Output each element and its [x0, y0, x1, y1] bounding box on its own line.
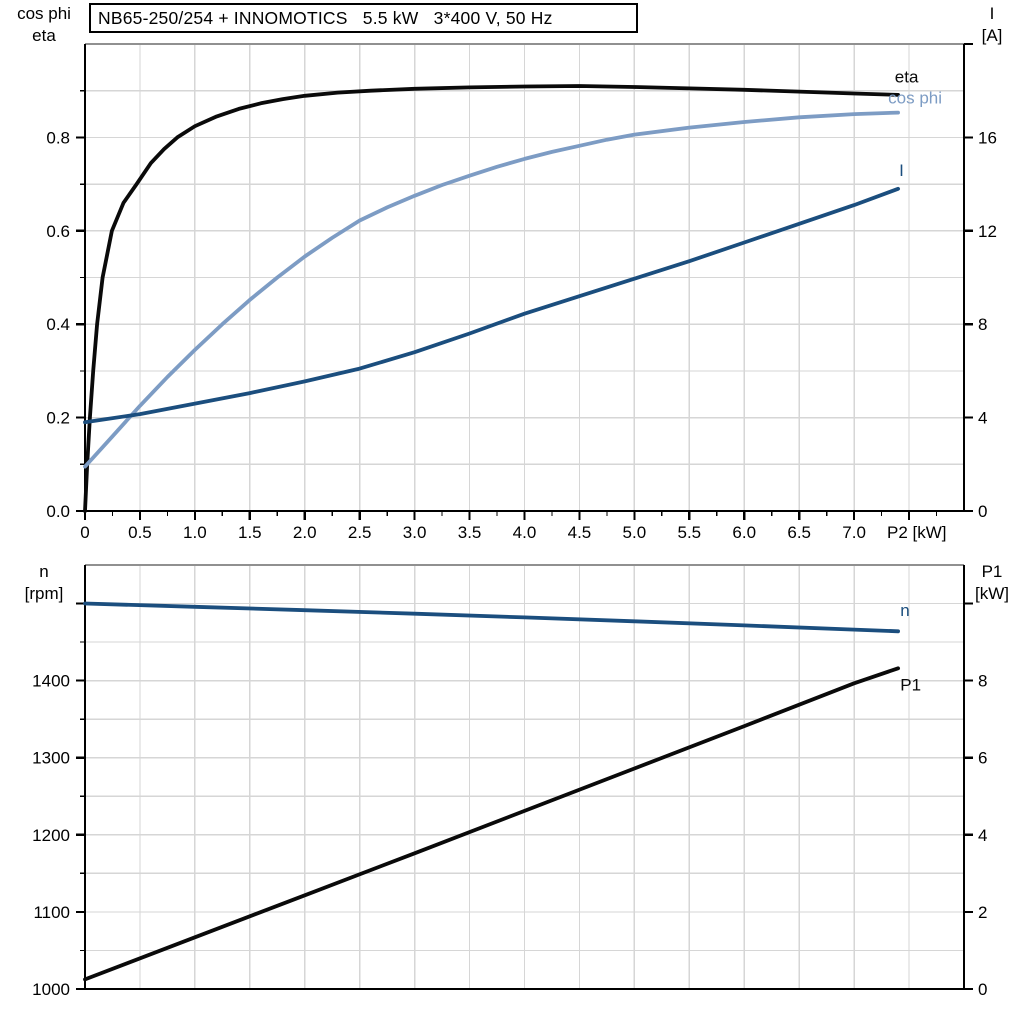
- left-axis-tick-label: 0.8: [46, 128, 70, 147]
- axis-title-current-unit: [A]: [981, 26, 1003, 45]
- curve-I: [83, 186, 900, 425]
- right-axis-tick-label: 2: [978, 903, 987, 922]
- x-axis-tick-label: 3.5: [458, 523, 482, 542]
- curve-n: [83, 601, 900, 634]
- left-axis-tick-label: 0.6: [46, 222, 70, 241]
- chart-title-box: NB65-250/254 + INNOMOTICS 5.5 kW 3*400 V…: [89, 3, 638, 33]
- right-axis-tick-label: 16: [978, 128, 997, 147]
- x-axis-tick-label: 2.0: [293, 523, 317, 542]
- right-axis-tick-label: 0: [978, 502, 987, 521]
- axis-title-cos-phi: cos phi: [17, 4, 71, 23]
- right-axis-tick-label: 6: [978, 749, 987, 768]
- x-axis-tick-label: 3.0: [403, 523, 427, 542]
- left-axis-tick-label: 1400: [32, 672, 70, 691]
- top-left-axis-title: cos phi eta: [4, 3, 84, 47]
- curve-label-eta: eta: [895, 67, 919, 86]
- x-axis-tick-label: 0: [80, 523, 89, 542]
- curve-cos-phi: [83, 110, 900, 469]
- chart-bottom: 1000 1100 1200 1300 1400 0 2 4 6 8 n P1: [32, 564, 987, 999]
- axis-title-speed-unit: [rpm]: [24, 584, 64, 603]
- x-axis-tick-label: 1.5: [238, 523, 262, 542]
- curve-P1: [83, 666, 900, 982]
- x-axis-tick-label: 0.5: [128, 523, 152, 542]
- right-axis-tick-label: 4: [978, 409, 987, 428]
- left-axis-tick-label: 0.4: [46, 315, 70, 334]
- left-axis-tick-label: 0.2: [46, 409, 70, 428]
- axis-title-p1: P1: [981, 562, 1003, 581]
- x-axis-tick-label: 7.0: [842, 523, 866, 542]
- left-axis-tick-label: 1000: [32, 980, 70, 999]
- chart-title: NB65-250/254 + INNOMOTICS 5.5 kW 3*400 V…: [98, 7, 553, 28]
- curve-eta: [83, 84, 900, 513]
- right-axis-tick-label: 8: [978, 315, 987, 334]
- x-axis-title: P2 [kW]: [887, 523, 947, 542]
- right-axis-tick-label: 12: [978, 222, 997, 241]
- bottom-right-axis-title: P1 [kW]: [962, 561, 1022, 605]
- curve-label-P1: P1: [900, 675, 921, 694]
- left-axis-tick-label: 1100: [33, 903, 70, 922]
- axis-title-eta: eta: [32, 26, 56, 45]
- right-axis-tick-label: 8: [978, 672, 987, 691]
- left-axis-tick-label: 1200: [32, 826, 70, 845]
- curve-label-I: I: [899, 161, 904, 180]
- x-axis-tick-label: 2.5: [348, 523, 372, 542]
- axis-title-current: I: [989, 4, 995, 23]
- x-axis-tick-label: 6.5: [787, 523, 811, 542]
- x-axis-tick-label: 4.0: [513, 523, 537, 542]
- right-axis-tick-label: 4: [978, 826, 987, 845]
- bottom-left-axis-title: n [rpm]: [4, 561, 84, 605]
- x-axis-tick-label: 4.5: [568, 523, 592, 542]
- left-axis-tick-label: 1300: [32, 749, 70, 768]
- right-axis-tick-label: 0: [978, 980, 987, 999]
- chart-top: 0.0 0.2 0.4 0.6 0.8 0 4 8 12 16 0 0.5 1.0 1.5 2.0 2.5 3.…: [46, 42, 997, 542]
- x-axis-tick-label: 5.5: [677, 523, 701, 542]
- top-right-axis-title: I [A]: [964, 3, 1020, 47]
- axis-title-speed: n: [39, 562, 49, 581]
- x-axis-tick-label: 5.0: [623, 523, 647, 542]
- left-axis-tick-label: 0.0: [46, 502, 70, 521]
- axis-title-p1-unit: [kW]: [975, 584, 1009, 603]
- x-axis-tick-label: 6.0: [732, 523, 756, 542]
- x-axis-tick-label: 1.0: [183, 523, 207, 542]
- curve-label-n: n: [900, 601, 909, 620]
- curve-label-cos-phi: cos phi: [888, 88, 942, 107]
